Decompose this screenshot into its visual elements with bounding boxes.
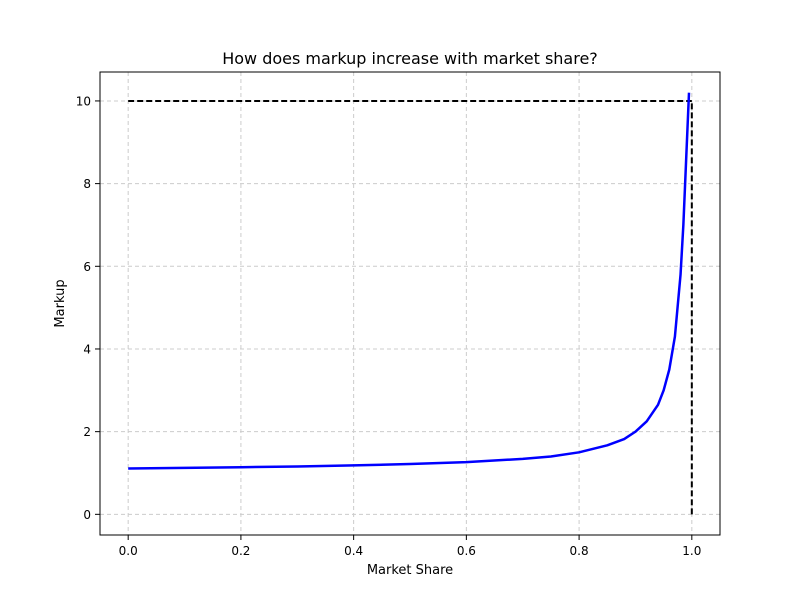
- markup-curve: [128, 92, 691, 470]
- y-tick-label: 0: [83, 508, 91, 522]
- x-tick-label: 0.8: [570, 544, 589, 558]
- x-tick-label: 0.2: [231, 544, 250, 558]
- grid: [100, 72, 720, 535]
- series-layer: [128, 92, 691, 470]
- x-axis-label: Market Share: [367, 563, 453, 578]
- plot-frame: [99, 71, 721, 536]
- x-tick-label: 0.6: [457, 544, 476, 558]
- y-tick-label: 10: [76, 94, 91, 108]
- chart-title: How does markup increase with market sha…: [222, 49, 598, 68]
- x-tick-label: 0.0: [119, 544, 138, 558]
- y-tick-label: 6: [83, 260, 91, 274]
- x-tick-label: 0.4: [344, 544, 363, 558]
- y-tick-label: 4: [83, 342, 91, 356]
- y-axis-label: Markup: [53, 279, 68, 327]
- x-tick-label: 1.0: [682, 544, 701, 558]
- y-tick-label: 8: [83, 177, 91, 191]
- y-tick-label: 2: [83, 425, 91, 439]
- reference-lines: [128, 99, 693, 515]
- ticks: 0.0 0.2 0.4 0.6 0.8 1.0 0 2 4 6 8 10: [76, 94, 702, 558]
